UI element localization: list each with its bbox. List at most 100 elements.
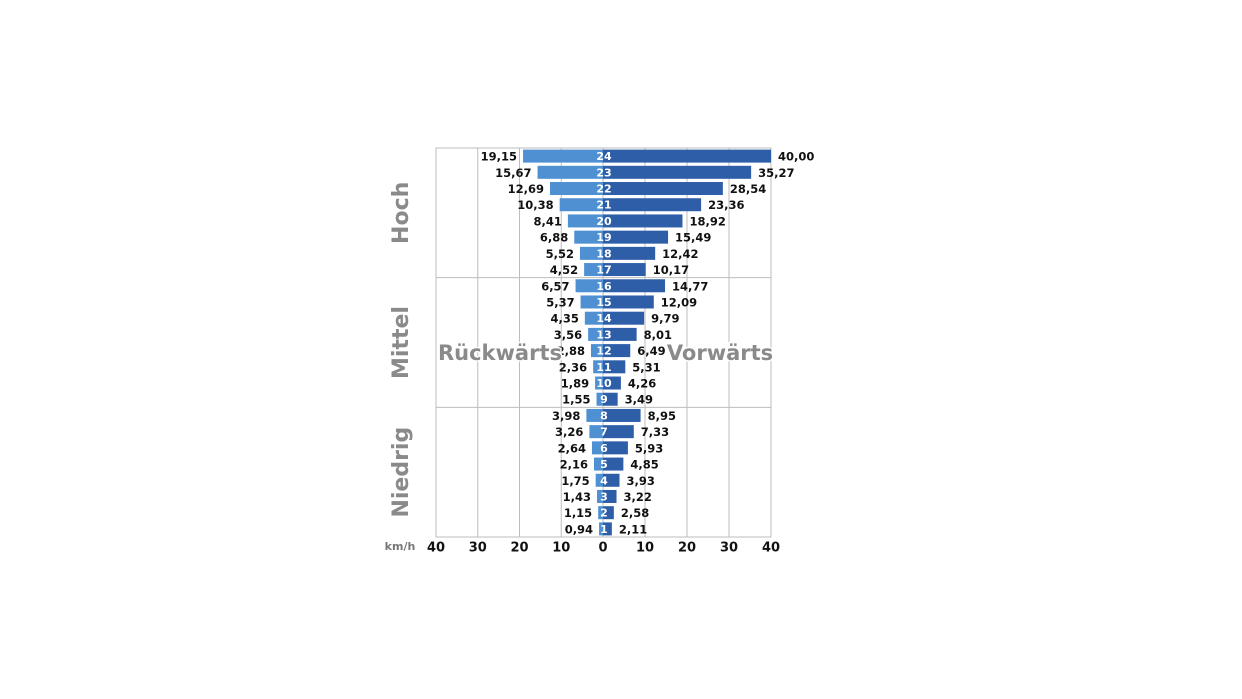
gear-label: 5 [600,458,608,471]
bar [574,230,603,244]
gear-label: 7 [600,426,608,439]
data-label: 5,52 [546,247,574,261]
data-label: 8,41 [534,214,562,228]
gear-label: 10 [596,377,612,390]
gear-label: 1 [600,523,608,536]
bar [537,165,603,179]
bar [603,425,634,439]
data-label: 23,36 [708,198,744,212]
group-label: Mittel [389,306,414,379]
bar [603,376,621,390]
gear-label: 4 [600,474,608,487]
gear-label: 16 [596,280,612,293]
data-label: 18,92 [689,214,725,228]
x-tick-label: 40 [427,541,445,556]
data-label: 3,98 [552,409,580,423]
bar [603,441,628,455]
gear-label: 9 [600,393,608,406]
data-label: 8,01 [644,328,672,342]
bar [603,311,645,325]
data-label: 2,11 [619,522,647,536]
bar [603,457,624,471]
data-label: 2,88 [557,344,585,358]
unit-label: km/h [385,540,416,553]
bar [599,522,603,536]
bar [603,149,771,163]
bar [595,473,603,487]
data-label: 12,42 [662,247,698,261]
bar [603,295,654,309]
data-label: 1,75 [561,474,589,488]
bar [588,327,603,341]
data-label: 3,56 [554,328,582,342]
data-label: 2,36 [559,360,587,374]
gear-label: 20 [596,215,612,228]
bar [586,408,603,422]
bar [603,279,666,293]
data-label: 40,00 [778,150,814,164]
data-label: 19,15 [481,150,517,164]
data-label: 12,69 [508,182,544,196]
data-label: 10,17 [653,263,689,277]
gear-label: 17 [596,264,611,277]
gear-label: 24 [596,150,612,163]
bar [584,263,603,277]
x-tick-label: 30 [720,541,738,556]
data-label: 10,38 [517,198,553,212]
data-label: 1,15 [564,506,592,520]
bar [579,246,603,260]
gear-label: 23 [596,166,611,179]
gear-label: 18 [596,247,611,260]
bar [593,457,603,471]
gear-label: 22 [596,183,611,196]
bar [603,230,669,244]
data-label: 15,67 [495,166,531,180]
gear-label: 13 [596,328,611,341]
bar [603,327,637,341]
gear-label: 21 [596,199,611,212]
bar [603,392,618,406]
data-label: 5,31 [632,360,660,374]
bar [603,263,646,277]
bar [603,473,620,487]
data-label: 3,26 [555,425,583,439]
bar [603,214,683,228]
x-tick-label: 20 [678,541,696,556]
data-label: 14,77 [672,279,708,293]
series-label: Rückwärts [438,341,562,365]
data-label: 1,55 [562,393,590,407]
bar [595,376,603,390]
data-label: 6,88 [540,231,568,245]
gear-label: 12 [596,345,611,358]
bar [603,408,641,422]
x-tick-label: 0 [598,541,607,556]
bar [590,344,603,358]
group-label: Hoch [389,182,414,244]
bar [603,198,702,212]
bar [603,506,614,520]
data-label: 9,79 [651,312,679,326]
data-label: 1,89 [561,377,589,391]
data-label: 4,26 [628,377,656,391]
bar [603,522,612,536]
bar [603,246,656,260]
bar [567,214,603,228]
gear-label: 14 [596,312,612,325]
bar [603,165,752,179]
bar [591,441,603,455]
data-label: 4,35 [550,312,578,326]
data-label: 6,57 [541,279,569,293]
bar [603,489,617,503]
bar [523,149,603,163]
data-label: 2,58 [621,506,649,520]
data-label: 7,33 [641,425,669,439]
x-tick-label: 10 [636,541,654,556]
bar [584,311,603,325]
data-label: 6,49 [637,344,665,358]
bar [575,279,603,293]
data-label: 0,94 [565,522,593,536]
group-label: Niedrig [389,427,414,518]
data-label: 5,37 [546,295,574,309]
x-tick-label: 40 [762,541,780,556]
